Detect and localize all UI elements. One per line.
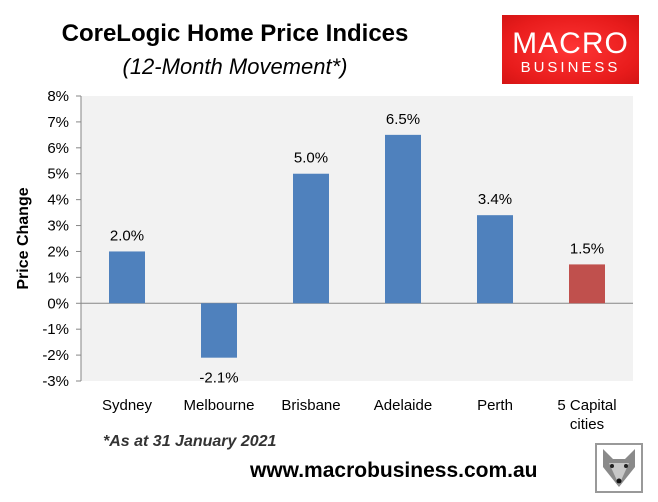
website-url: www.macrobusiness.com.au bbox=[250, 459, 538, 482]
y-tick-label: 7% bbox=[47, 114, 69, 131]
bar-5-capital-cities bbox=[569, 264, 605, 304]
bar-perth bbox=[477, 215, 513, 304]
y-tick-label: 1% bbox=[47, 269, 69, 286]
y-tick-label: 4% bbox=[47, 192, 69, 209]
x-tick-label: Melbourne bbox=[184, 397, 255, 414]
chart-title: CoreLogic Home Price Indices bbox=[61, 20, 409, 47]
bar-adelaide bbox=[385, 134, 421, 304]
y-tick-label: -3% bbox=[42, 373, 69, 390]
y-axis-label: Price Change bbox=[15, 187, 32, 289]
bar-sydney bbox=[109, 251, 145, 304]
footnote: *As at 31 January 2021 bbox=[103, 433, 277, 450]
logo-line2: BUSINESS bbox=[520, 59, 621, 76]
y-tick-label: 8% bbox=[47, 88, 69, 105]
bar-melbourne bbox=[201, 303, 237, 358]
x-tick-label: Sydney bbox=[102, 397, 153, 414]
y-tick-label: 0% bbox=[47, 295, 69, 312]
fox-icon bbox=[595, 443, 643, 493]
chart-subtitle: (12-Month Movement*) bbox=[122, 54, 348, 79]
y-tick-label: 3% bbox=[47, 218, 69, 235]
y-tick-label: 5% bbox=[47, 166, 69, 183]
macrobusiness-logo: MACRO BUSINESS bbox=[502, 15, 639, 84]
x-tick-label: Perth bbox=[477, 397, 513, 414]
data-label: 6.5% bbox=[386, 111, 420, 128]
y-tick-label: 2% bbox=[47, 243, 69, 260]
y-tick-label: -2% bbox=[42, 347, 69, 364]
x-tick-label: 5 Capital cities bbox=[557, 397, 616, 433]
data-label: -2.1% bbox=[199, 370, 238, 387]
data-label: 5.0% bbox=[294, 150, 328, 167]
x-tick-label: Adelaide bbox=[374, 397, 432, 414]
plot-area bbox=[81, 96, 633, 381]
data-label: 3.4% bbox=[478, 191, 512, 208]
data-label: 1.5% bbox=[570, 240, 604, 257]
y-tick-label: 6% bbox=[47, 140, 69, 157]
y-tick-label: -1% bbox=[42, 321, 69, 338]
bar-brisbane bbox=[293, 173, 329, 304]
x-tick-label: Brisbane bbox=[281, 397, 340, 414]
data-label: 2.0% bbox=[110, 227, 144, 244]
logo-line1: MACRO bbox=[512, 27, 629, 60]
